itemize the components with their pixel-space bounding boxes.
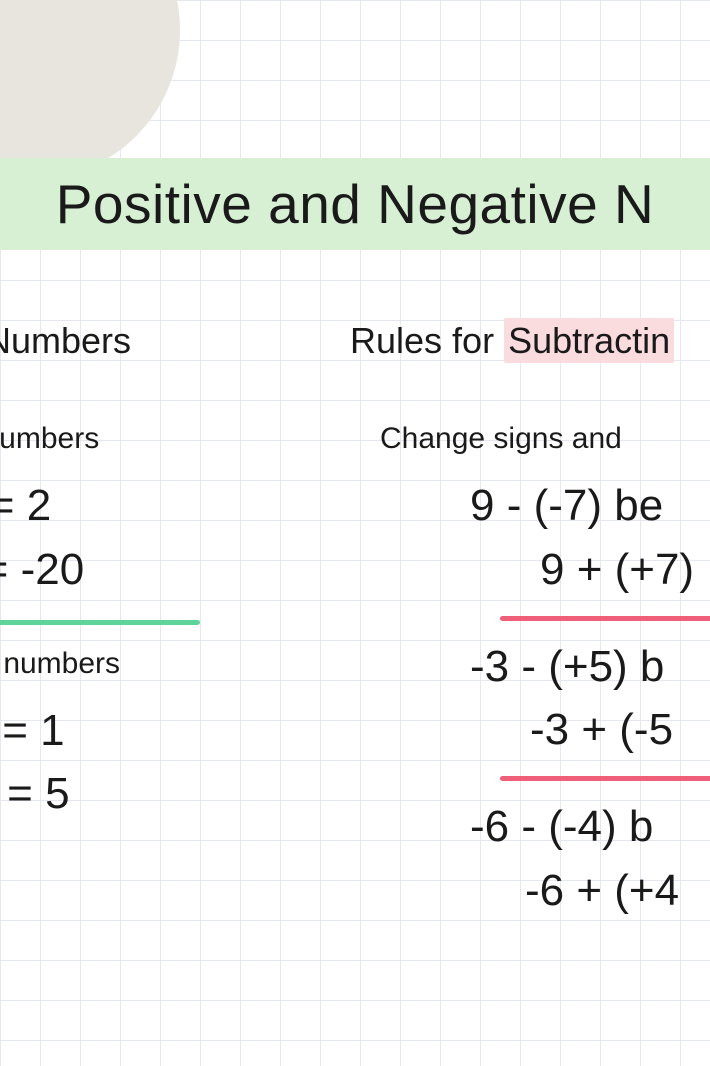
left-column: Two Numbers dd numbers = 2 ) = -20 btrac… xyxy=(0,320,240,826)
page-title: Positive and Negative N xyxy=(56,172,654,236)
right-eq-4: -3 + (-5 xyxy=(350,698,710,762)
right-eq-6: -6 + (+4 xyxy=(350,859,710,923)
title-highlight-band: Positive and Negative N xyxy=(0,158,710,250)
right-eq-5: -6 - (-4) b xyxy=(350,795,710,859)
left-eq-1: = 2 xyxy=(0,474,240,538)
right-heading-prefix: Rules for xyxy=(350,320,504,361)
right-eq-3: -3 - (+5) b xyxy=(350,635,710,699)
left-eq-2: ) = -20 xyxy=(0,538,240,602)
pink-divider-1 xyxy=(500,616,710,621)
left-rule-1: dd numbers xyxy=(0,422,240,456)
left-rule-2: btract numbers xyxy=(0,647,240,681)
left-heading: Two Numbers xyxy=(0,320,240,362)
pink-divider-2 xyxy=(500,776,710,781)
right-column: Rules for Subtractin Change signs and 9 … xyxy=(350,320,710,923)
left-eq-3: ) = 1 xyxy=(0,699,240,763)
left-eq-4: 2 = 5 xyxy=(0,762,240,826)
right-rule-1: Change signs and xyxy=(350,422,710,456)
green-divider xyxy=(0,620,200,625)
right-eq-1: 9 - (-7) be xyxy=(350,474,710,538)
decorative-blob xyxy=(0,0,180,180)
right-eq-2: 9 + (+7) xyxy=(350,538,710,602)
right-heading-highlight: Subtractin xyxy=(504,318,674,363)
right-heading: Rules for Subtractin xyxy=(350,320,710,362)
